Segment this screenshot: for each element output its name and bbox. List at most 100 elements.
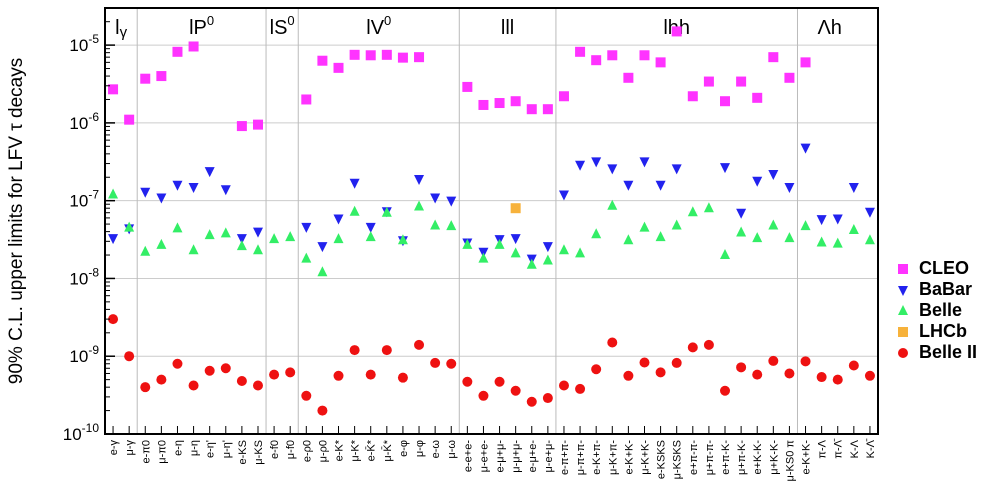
cleo-point — [236, 121, 247, 132]
babar-point — [446, 196, 457, 207]
cleo-point — [736, 76, 747, 87]
x-tick-label: μ-ρ0 — [317, 440, 329, 462]
belle-ii-point — [333, 370, 344, 381]
cleo-point — [494, 98, 505, 109]
babar-point — [623, 180, 634, 191]
x-tick-label: π-Λ̄ — [833, 438, 845, 459]
cleo-point — [558, 91, 569, 102]
belle-ii-point — [349, 345, 360, 356]
belle-point — [156, 238, 167, 249]
babar-point — [510, 234, 521, 245]
x-tick-label: π-Λ — [817, 439, 829, 458]
cleo-point — [333, 62, 344, 73]
babar-point — [333, 214, 344, 225]
belle-ii-point — [414, 339, 425, 350]
x-tick-label: e-K+K- — [623, 440, 635, 475]
belle-point — [108, 188, 119, 199]
belle-ii-point — [752, 369, 763, 380]
x-tick-label: e+π-K- — [720, 440, 732, 475]
y-tick-label: 10-6 — [69, 110, 99, 133]
x-tick-label: e-e+e- — [462, 440, 474, 472]
belle-point — [285, 231, 296, 242]
x-tick-label: e-KS — [237, 440, 249, 464]
x-tick-label: e-ω — [430, 440, 442, 459]
belle-ii-point — [558, 380, 569, 391]
cleo-point — [687, 91, 698, 102]
babar-point — [591, 157, 602, 168]
x-tick-label: μ-K+π- — [607, 440, 619, 475]
x-tick-label: μ-γ — [124, 440, 136, 456]
belle-point — [204, 229, 215, 240]
belle-ii-point — [607, 337, 618, 348]
belle-point — [864, 234, 875, 245]
x-tick-label: μ-e+e- — [478, 440, 490, 473]
belle-point — [575, 247, 586, 258]
group-label: lγ — [115, 17, 127, 41]
x-tick-label: e-π0 — [140, 440, 152, 464]
belle-point — [768, 219, 779, 230]
cleo-point — [720, 96, 731, 107]
belle-point — [687, 206, 698, 217]
x-tick-label: μ-K+K- — [639, 440, 651, 475]
belle-ii-point — [220, 363, 231, 374]
belle-ii-point — [703, 339, 714, 350]
x-tick-label: μ-f0 — [285, 440, 297, 459]
belle-point — [317, 266, 328, 277]
belle-point — [623, 234, 634, 245]
belle-ii-point — [510, 385, 521, 396]
babar-point — [172, 180, 183, 191]
belle-point — [816, 236, 827, 247]
babar-point — [349, 178, 360, 189]
x-tick-label: K-Λ — [849, 439, 861, 458]
belle-ii-point — [864, 370, 875, 381]
belle-ii-point — [446, 358, 457, 369]
x-tick-label: e-η' — [205, 440, 217, 458]
x-tick-label: μ-KS0 π — [784, 440, 796, 482]
x-tick-label: μ+π-π- — [704, 440, 716, 476]
cleo-point — [381, 49, 392, 60]
cleo-point — [317, 55, 328, 66]
babar-point — [607, 164, 618, 175]
x-tick-label: e-π+π- — [559, 440, 571, 475]
legend-item-babar: BaBar — [893, 279, 998, 300]
cleo-point — [462, 81, 473, 92]
cleo-point — [526, 104, 537, 115]
babar-point — [252, 227, 263, 238]
belle-ii-point — [639, 357, 650, 368]
x-tick-label: μ-e+μ- — [543, 440, 555, 473]
belle-ii-point — [494, 376, 505, 387]
babar-point — [736, 208, 747, 219]
babar-point — [414, 174, 425, 185]
belle-ii-point — [430, 357, 441, 368]
belle-point — [639, 221, 650, 232]
cleo-point — [188, 41, 199, 52]
cleo-point — [752, 92, 763, 103]
belle-ii-point — [381, 345, 392, 356]
belle-point — [446, 220, 457, 231]
x-tick-label: e-K+K- — [801, 440, 813, 475]
cleo-point — [591, 55, 602, 66]
x-tick-label: e-K+π- — [591, 440, 603, 475]
belle-ii-point — [478, 390, 489, 401]
belle-point — [703, 202, 714, 213]
x-tick-label: e-KSKS — [656, 440, 668, 479]
group-label: lS0 — [270, 13, 295, 39]
legend-label: BaBar — [919, 279, 973, 299]
x-tick-label: μ-ω — [446, 440, 458, 459]
belle-ii-point — [124, 351, 135, 362]
belle-ii-point — [816, 372, 827, 383]
x-tick-label: e-μ+μ- — [495, 440, 507, 473]
babar-point — [188, 182, 199, 193]
belle-ii-point — [108, 314, 119, 325]
legend-item-cleo: CLEO — [893, 258, 998, 279]
legend-item-belle-ii: Belle II — [893, 342, 998, 363]
belle-point — [848, 223, 859, 234]
belle-point — [558, 244, 569, 255]
belle-point — [430, 219, 441, 230]
legend-marker-belle — [898, 304, 908, 315]
belle-ii-point — [140, 382, 151, 393]
group-labels: lγlP0lS0lV0llllhhΛh — [115, 13, 842, 41]
belle-ii-point — [671, 357, 682, 368]
belle-ii-point — [285, 367, 296, 378]
